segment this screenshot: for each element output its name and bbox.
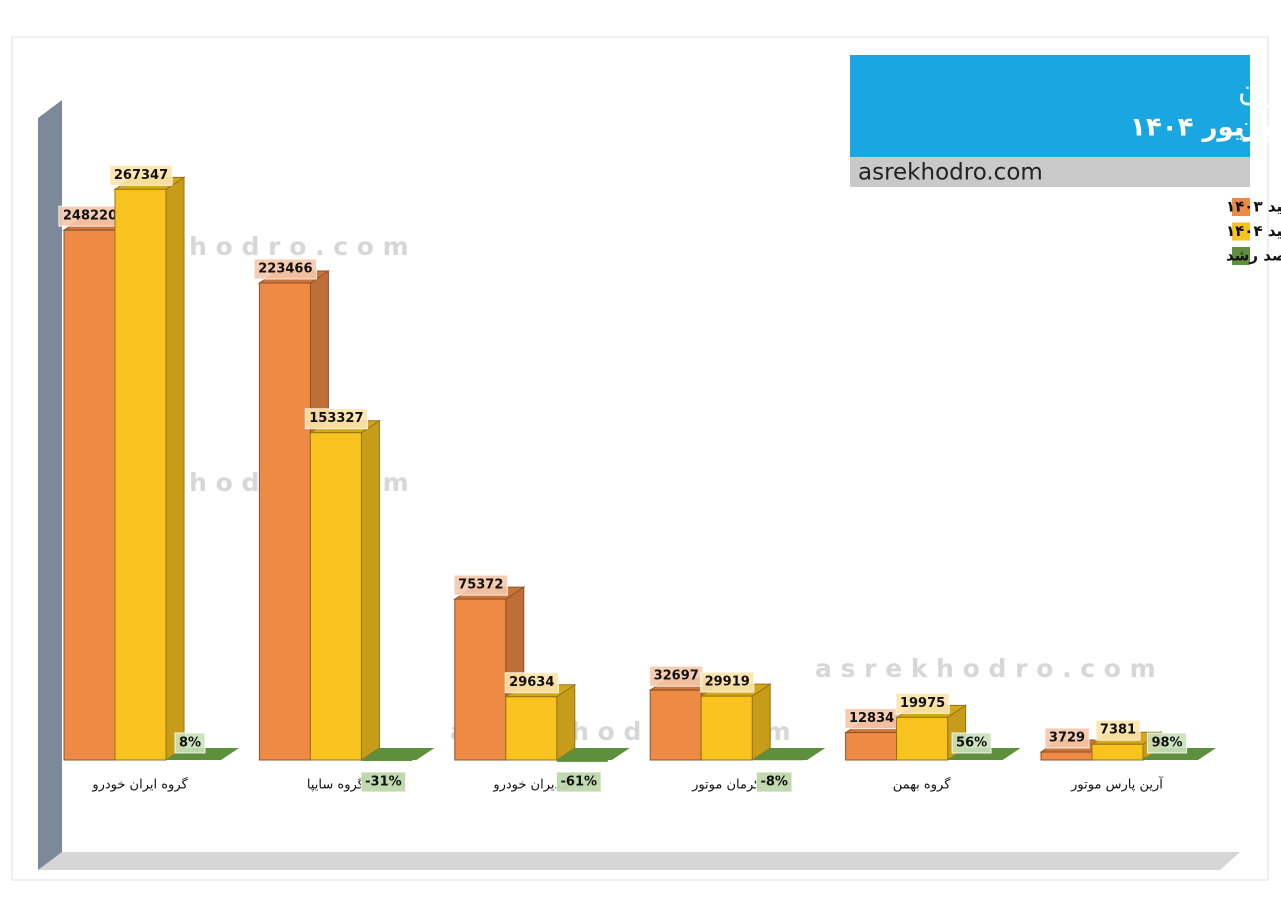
value-label-group: 153327 xyxy=(305,409,367,429)
growth-label-group: 98% xyxy=(1147,733,1186,753)
x-tick-label: گروه سایپا xyxy=(307,777,365,793)
value-label: 32697 xyxy=(654,669,699,684)
growth-label: 56% xyxy=(956,736,987,751)
value-label: 7381 xyxy=(1100,723,1136,738)
bar xyxy=(701,696,752,760)
growth-label-group: 56% xyxy=(952,733,991,753)
growth-bar xyxy=(557,760,608,762)
value-label-group: 12834 xyxy=(845,709,898,729)
value-label: 29634 xyxy=(509,675,554,690)
bar xyxy=(115,189,166,760)
growth-label: -8% xyxy=(760,775,787,790)
growth-label: 8% xyxy=(179,736,201,751)
value-label: 223466 xyxy=(258,262,312,277)
bar-side xyxy=(557,685,575,760)
value-label-group: 223466 xyxy=(254,259,316,279)
growth-bar xyxy=(948,758,999,760)
bar xyxy=(1041,752,1092,760)
bar xyxy=(455,599,506,760)
bar-side xyxy=(752,684,770,760)
growth-bar xyxy=(361,760,412,761)
value-label: 248220 xyxy=(63,209,117,224)
value-label: 29919 xyxy=(705,675,750,690)
bar xyxy=(259,283,310,760)
value-label-group: 19975 xyxy=(896,693,949,713)
value-label-group: 29919 xyxy=(701,672,754,692)
value-label-group: 32697 xyxy=(650,666,703,686)
value-label-group: 29634 xyxy=(505,673,558,693)
bar-side xyxy=(166,177,184,760)
bar xyxy=(650,690,701,760)
value-label-group: 248220 xyxy=(59,206,121,226)
value-label: 12834 xyxy=(849,711,894,726)
growth-label-group: -8% xyxy=(756,772,791,792)
source: asrekhodro.com xyxy=(858,160,1043,186)
x-tick-label: گروه بهمن xyxy=(893,777,951,793)
bar xyxy=(897,717,948,760)
value-label-group: 267347 xyxy=(110,165,172,185)
bar-side xyxy=(361,421,379,760)
value-label-group: 7381 xyxy=(1096,720,1140,740)
value-label: 267347 xyxy=(114,168,168,183)
growth-label: -61% xyxy=(561,775,598,790)
value-label: 3729 xyxy=(1049,731,1085,746)
legend-label: تولید ۱۴۰۴ xyxy=(1226,222,1281,240)
growth-label-group: -61% xyxy=(557,772,602,792)
watermark: a s r e k h o d r o . c o m xyxy=(815,654,1156,683)
legend-label: تولید ۱۴۰۳ xyxy=(1226,198,1281,216)
bar xyxy=(310,433,361,760)
bar xyxy=(64,230,115,760)
bar xyxy=(506,697,557,760)
floor xyxy=(38,852,1240,870)
growth-label: 98% xyxy=(1151,736,1182,751)
chart-title: آمار تولید خودروسازان xyxy=(1238,73,1281,109)
x-tick-label: آرین پارس موتور xyxy=(1070,776,1164,793)
bar xyxy=(846,733,897,760)
growth-label-group: 8% xyxy=(175,733,205,753)
value-label-group: 75372 xyxy=(454,575,507,595)
x-tick-label: گروه ایران خودرو xyxy=(91,777,188,793)
bar xyxy=(1092,744,1143,760)
subtitle-emphasis: شهریور ۱۴۰۴ xyxy=(1130,113,1281,143)
value-label: 75372 xyxy=(458,578,503,593)
growth-bar xyxy=(1143,757,1194,760)
growth-label: -31% xyxy=(365,775,402,790)
legend-label: درصد رشد xyxy=(1226,247,1281,265)
value-label-group: 3729 xyxy=(1045,728,1089,748)
value-label: 153327 xyxy=(309,411,363,426)
growth-label-group: -31% xyxy=(361,772,406,792)
x-tick-label: کرمان موتور xyxy=(691,778,761,793)
value-label: 19975 xyxy=(900,696,945,711)
